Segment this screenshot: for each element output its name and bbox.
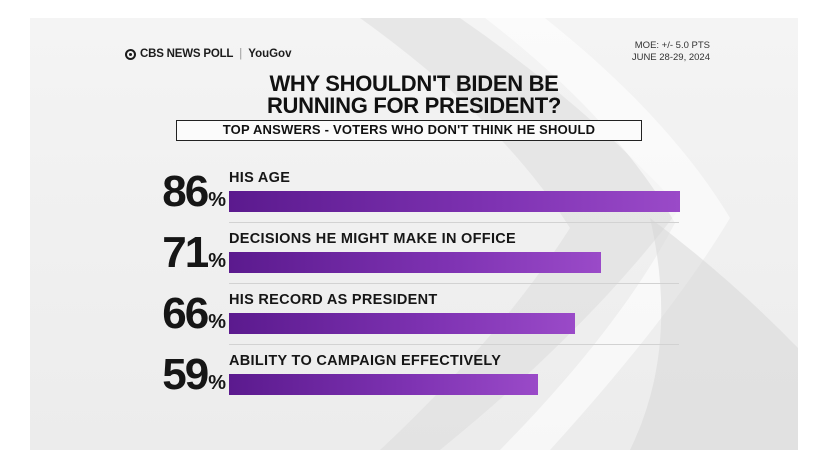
category-label: DECISIONS HE MIGHT MAKE IN OFFICE [229,231,517,247]
bar [229,313,575,334]
chart-title: WHY SHOULDN'T BIDEN BE RUNNING FOR PRESI… [30,73,798,117]
margin-of-error: MOE: +/- 5.0 PTS [634,40,710,51]
brand-separator: | [239,48,243,60]
percentage-number: 66 [162,289,209,338]
chart-subtitle: TOP ANSWERS - VOTERS WHO DON'T THINK HE … [176,120,642,141]
poll-meta: MOE: +/- 5.0 PTS JUNE 28-29, 2024 [632,40,710,64]
percentage-value: 59% [148,353,226,397]
bar-row: 86% HIS AGE [30,170,798,230]
percentage-value: 66% [148,292,226,336]
category-label: ABILITY TO CAMPAIGN EFFECTIVELY [229,353,502,369]
category-label: HIS AGE [229,170,291,186]
bar-row: 59% ABILITY TO CAMPAIGN EFFECTIVELY [30,353,798,413]
percentage-value: 86% [148,170,226,214]
bar-row: 66% HIS RECORD AS PRESIDENT [30,292,798,352]
poll-dates: JUNE 28-29, 2024 [631,52,710,63]
yougov-label: YouGov [248,48,292,60]
bar [229,191,680,212]
percent-sign: % [208,311,226,333]
chart-title-line-1: WHY SHOULDN'T BIDEN BE [269,71,559,96]
cbs-eye-icon [125,48,136,60]
row-divider [229,222,679,223]
percentage-value: 71% [148,231,226,275]
percent-sign: % [208,250,226,272]
chart-title-line-2: RUNNING FOR PRESIDENT? [266,93,562,118]
background-swoosh [360,18,798,450]
row-divider [229,283,679,284]
percent-sign: % [208,189,226,211]
percentage-number: 71 [162,228,209,277]
bar [229,252,601,273]
poll-card: CBS NEWS POLL | YouGov MOE: +/- 5.0 PTS … [30,18,798,450]
row-divider [229,344,679,345]
percent-sign: % [208,372,226,394]
percentage-number: 86 [162,167,209,216]
bar [229,374,538,395]
cbs-news-poll-label: CBS NEWS POLL [140,48,234,60]
poll-branding: CBS NEWS POLL | YouGov [125,48,291,60]
category-label: HIS RECORD AS PRESIDENT [229,292,438,308]
percentage-number: 59 [162,350,209,399]
bar-row: 71% DECISIONS HE MIGHT MAKE IN OFFICE [30,231,798,291]
